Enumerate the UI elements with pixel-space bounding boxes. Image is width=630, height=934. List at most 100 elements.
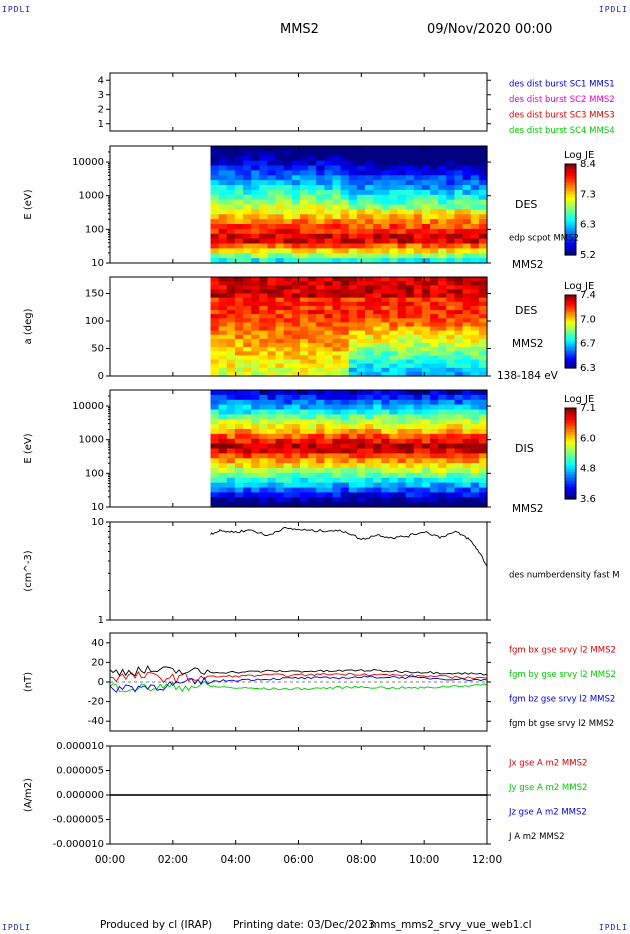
des-energy-cell bbox=[365, 194, 374, 201]
des-energy-colorbar-segment bbox=[565, 170, 576, 174]
burst-ytick-label: 1 bbox=[98, 119, 104, 130]
des-energy-cell bbox=[397, 199, 407, 206]
dis-energy-cell bbox=[275, 463, 285, 469]
des-pitch-cell bbox=[478, 355, 488, 361]
des-energy-cell bbox=[283, 160, 293, 167]
des-energy-cell bbox=[300, 224, 309, 230]
des-energy-cell bbox=[308, 248, 317, 254]
dis-energy-cell bbox=[332, 394, 342, 401]
des-pitch-cell bbox=[438, 351, 447, 356]
des-energy-cell bbox=[430, 233, 439, 240]
des-energy-cell bbox=[413, 204, 423, 210]
des-pitch-cell bbox=[316, 318, 325, 323]
des-pitch-cell bbox=[218, 330, 228, 336]
dis-energy-cell bbox=[275, 404, 285, 411]
des-energy-cell bbox=[373, 155, 382, 162]
dis-energy-cell bbox=[243, 477, 252, 484]
dis-energy-colorbar-segment bbox=[565, 432, 576, 436]
des-energy-cell bbox=[243, 189, 252, 196]
des-pitch-cell bbox=[462, 314, 472, 319]
des-energy-cell bbox=[291, 194, 301, 201]
des-pitch-cell bbox=[300, 285, 309, 290]
des-pitch-cell bbox=[316, 326, 325, 332]
des-energy-cell bbox=[356, 224, 366, 230]
des-energy-cell bbox=[478, 180, 488, 186]
dis-energy-cell bbox=[438, 463, 447, 469]
des-energy-cell bbox=[454, 219, 464, 225]
des-pitch-cell bbox=[234, 334, 244, 340]
des-energy-ytick-label: 1000 bbox=[79, 191, 104, 202]
des-pitch-cell bbox=[421, 314, 431, 319]
dis-energy-cell bbox=[430, 453, 439, 459]
des-energy-cell bbox=[421, 253, 431, 259]
des-energy-cell bbox=[421, 204, 431, 210]
des-energy-cell bbox=[478, 219, 488, 225]
dis-energy-cell bbox=[283, 502, 293, 508]
des-pitch-cell bbox=[210, 285, 220, 290]
des-pitch-cell bbox=[243, 326, 252, 332]
dis-energy-cell bbox=[438, 419, 447, 425]
des-energy-cell bbox=[267, 155, 277, 162]
des-energy-cell bbox=[332, 175, 342, 181]
des-energy-colorbar-segment bbox=[565, 203, 576, 207]
des-energy-cell bbox=[462, 233, 472, 240]
des-energy-cell bbox=[324, 238, 334, 245]
des-pitch-cell bbox=[470, 305, 480, 311]
dis-energy-cell bbox=[300, 424, 309, 430]
des-energy-cell bbox=[300, 209, 309, 215]
dis-energy-cell bbox=[226, 492, 236, 498]
dis-energy-cell bbox=[300, 487, 309, 493]
dis-energy-cell bbox=[405, 409, 415, 415]
des-pitch-cell bbox=[340, 371, 350, 377]
dis-energy-cell bbox=[381, 492, 390, 498]
des-energy-cell bbox=[226, 243, 236, 249]
dis-energy-cell bbox=[291, 390, 301, 396]
des-pitch-cell bbox=[308, 330, 317, 336]
dis-energy-cell bbox=[234, 463, 244, 469]
des-energy-cell bbox=[218, 219, 228, 225]
des-pitch-cell bbox=[365, 285, 374, 290]
des-energy-cell bbox=[316, 146, 325, 152]
des-pitch-cell bbox=[283, 318, 293, 323]
des-pitch-cell bbox=[365, 334, 374, 340]
des-pitch-cell bbox=[446, 289, 455, 295]
des-energy-cell bbox=[218, 209, 228, 215]
des-pitch-cell bbox=[218, 305, 228, 311]
des-pitch-cell bbox=[356, 293, 366, 299]
des-energy-cell bbox=[251, 258, 260, 264]
des-energy-cell bbox=[308, 224, 317, 230]
des-pitch-cell bbox=[462, 293, 472, 299]
des-energy-cell bbox=[438, 146, 447, 152]
dis-energy-cell bbox=[454, 453, 464, 459]
dis-energy-cell bbox=[259, 429, 268, 435]
dis-energy-cell bbox=[413, 497, 423, 503]
des-energy-cell bbox=[373, 209, 382, 215]
des-pitch-cell bbox=[348, 371, 358, 377]
dis-energy-cell bbox=[243, 404, 252, 411]
des-energy-cell bbox=[243, 224, 252, 230]
des-pitch-colorbar-segment bbox=[565, 299, 576, 303]
dis-energy-cell bbox=[430, 502, 439, 508]
dis-energy-cell bbox=[243, 482, 252, 489]
des-energy-cell bbox=[470, 253, 480, 259]
des-energy-cell bbox=[267, 170, 277, 176]
dis-energy-cell bbox=[365, 419, 374, 425]
des-energy-cell bbox=[478, 214, 488, 220]
dis-energy-cell bbox=[324, 394, 334, 401]
xaxis-tick-label: 02:00 bbox=[158, 854, 188, 866]
dis-energy-cell bbox=[291, 482, 301, 489]
des-pitch-cell bbox=[373, 310, 382, 315]
dis-energy-cell bbox=[356, 443, 366, 450]
des-pitch-cell bbox=[251, 301, 260, 307]
des-energy-cell bbox=[251, 189, 260, 196]
des-pitch-cell bbox=[316, 347, 325, 352]
dis-energy-cell bbox=[332, 433, 342, 440]
des-energy-cell bbox=[226, 185, 236, 191]
dis-energy-cell bbox=[283, 458, 293, 464]
des-energy-cell bbox=[381, 155, 390, 162]
des-energy-cell bbox=[397, 165, 407, 171]
des-pitch-cell bbox=[308, 285, 317, 290]
des-energy-cell bbox=[283, 233, 293, 240]
bfield-ytick-label: -40 bbox=[88, 716, 104, 727]
dis-energy-cell bbox=[324, 399, 334, 406]
